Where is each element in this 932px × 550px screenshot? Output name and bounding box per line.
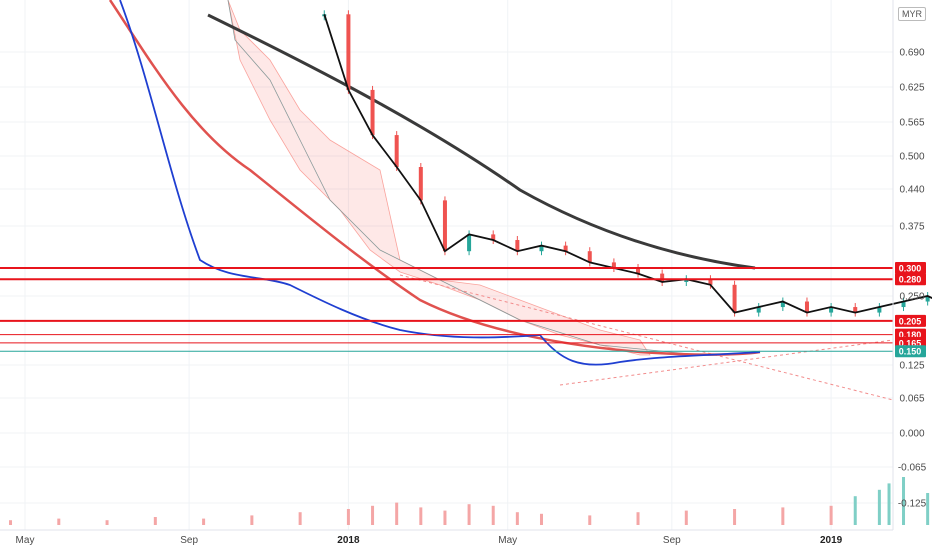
x-tick-label: 2018 xyxy=(337,535,360,546)
level-label-box xyxy=(895,273,926,286)
volume-bar xyxy=(298,512,302,525)
candle-body xyxy=(370,89,375,136)
candle-body xyxy=(756,307,761,313)
x-tick-label: Sep xyxy=(663,535,681,546)
volume-bar xyxy=(9,520,13,525)
y-tick-label: 0.625 xyxy=(899,83,924,94)
volume-bar xyxy=(395,502,399,525)
cloud-area xyxy=(227,0,894,401)
volume-bar xyxy=(684,510,688,525)
volume-bar xyxy=(371,505,375,525)
volume-bar xyxy=(250,515,254,525)
level-label-box xyxy=(895,345,926,358)
volume-bar xyxy=(588,515,592,525)
volume-bar xyxy=(829,505,833,525)
volume-bar xyxy=(636,512,640,525)
y-tick-label: -0.125 xyxy=(898,499,927,510)
x-tick-label: Sep xyxy=(180,535,198,546)
y-tick-label: -0.065 xyxy=(898,463,927,474)
volume-bar xyxy=(443,510,447,525)
y-tick-label: 0.500 xyxy=(899,152,924,163)
y-tick-label: 0.375 xyxy=(899,222,924,233)
volume-bar xyxy=(202,518,206,525)
level-label: 0.180 xyxy=(899,330,922,340)
price-axis[interactable]: 0.690 0.625 0.565 0.500 0.440 0.375 0.250 0.125… xyxy=(892,0,927,530)
indicator-lines xyxy=(108,0,761,366)
candle-body xyxy=(660,273,665,282)
grid xyxy=(0,0,893,530)
candle-body xyxy=(611,262,616,268)
x-tick-label: May xyxy=(498,535,517,546)
candle-body xyxy=(467,234,472,252)
volume-bar xyxy=(853,496,857,525)
candle-body xyxy=(442,200,447,252)
candle-body xyxy=(901,301,906,308)
candle-body xyxy=(804,301,809,313)
candles xyxy=(322,10,932,317)
y-tick-label: 0.690 xyxy=(899,48,924,59)
y-tick-label: 0.440 xyxy=(899,185,924,196)
candle-body xyxy=(732,284,737,313)
short-ma-line xyxy=(119,0,761,366)
y-tick-label: 0.000 xyxy=(899,429,924,440)
level-label: 0.205 xyxy=(899,316,922,326)
channel-line-upper xyxy=(559,339,894,386)
level-label: 0.280 xyxy=(899,275,922,285)
candle-body xyxy=(780,301,785,308)
volume-bar xyxy=(877,489,881,525)
candle-body xyxy=(515,240,520,252)
level-label: 0.150 xyxy=(899,347,922,357)
candle-body xyxy=(877,307,882,313)
level-label: 0.165 xyxy=(899,338,922,348)
candle-body xyxy=(708,279,713,285)
volume-bar xyxy=(902,477,906,525)
y-tick-label: 0.125 xyxy=(899,361,924,372)
volume-bar xyxy=(467,504,471,525)
volume-bar xyxy=(491,505,495,525)
y-tick-label: 0.065 xyxy=(899,394,924,405)
mid-ma-line xyxy=(108,0,761,356)
currency-badge[interactable]: MYR xyxy=(898,7,926,21)
level-label-box xyxy=(895,262,926,274)
candle-body xyxy=(587,251,592,263)
long-ma-line xyxy=(207,13,756,270)
volume-bar xyxy=(733,509,737,525)
candle-body xyxy=(684,279,689,282)
candle-body xyxy=(925,296,930,302)
volume-bar xyxy=(419,507,423,525)
candle-body xyxy=(539,245,544,252)
candle-body xyxy=(563,245,568,252)
candle-body xyxy=(636,268,641,274)
volume-bar xyxy=(515,512,519,525)
volume-bar xyxy=(781,507,785,525)
cloud-span-line xyxy=(227,0,701,356)
volume-bar xyxy=(539,513,543,525)
ichimoku-cloud xyxy=(227,0,651,356)
time-axis[interactable]: MaySep2018MaySep2019MaySep2020MaySep2021… xyxy=(0,529,932,546)
candle-body xyxy=(346,14,351,90)
volume-bars xyxy=(9,477,930,525)
candle-body xyxy=(853,307,858,313)
candle-body xyxy=(829,307,834,313)
candle-body xyxy=(418,167,423,201)
volume-bar xyxy=(926,493,930,525)
level-label: 0.300 xyxy=(899,264,922,274)
y-tick-label: 0.250 xyxy=(899,292,924,303)
volume-bar xyxy=(153,517,157,525)
volume-bar xyxy=(105,520,109,525)
price-line xyxy=(323,14,932,314)
volume-bar xyxy=(346,509,350,525)
candle-body xyxy=(491,234,496,240)
x-tick-label: May xyxy=(16,535,35,546)
volume-bar xyxy=(887,483,891,525)
y-tick-label: 0.565 xyxy=(899,118,924,129)
x-tick-label: 2019 xyxy=(820,535,843,546)
candle-body xyxy=(394,135,399,167)
level-label-box xyxy=(895,314,926,327)
volume-bar xyxy=(57,518,61,525)
channel-line-lower xyxy=(399,274,894,401)
